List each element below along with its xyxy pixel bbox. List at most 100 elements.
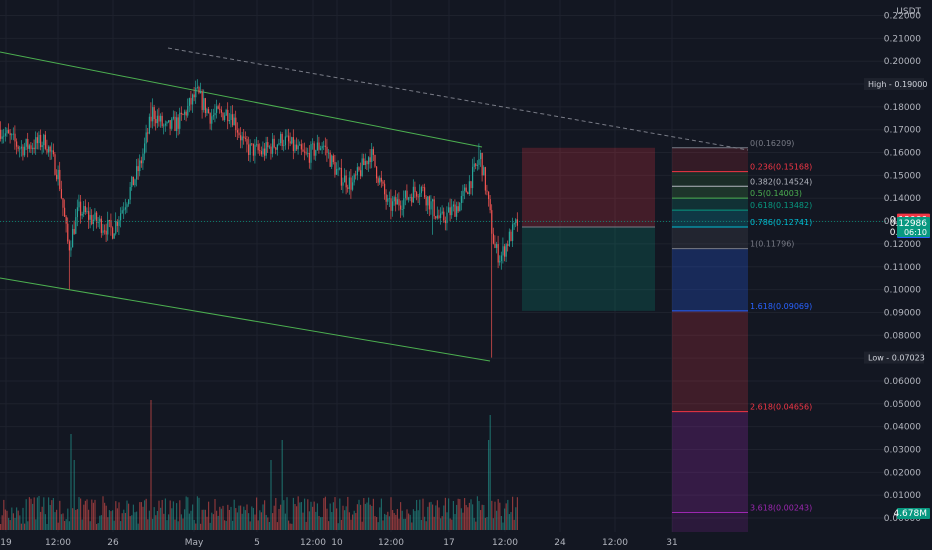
volume-bar — [24, 523, 26, 530]
volume-bar — [464, 498, 466, 530]
price-tick-label: 0.01000 — [884, 491, 921, 501]
candle-body — [512, 224, 514, 241]
volume-bar — [345, 506, 347, 530]
volume-bar — [416, 499, 418, 530]
candle-body — [456, 206, 458, 217]
candle-body — [472, 166, 474, 189]
candle-body — [256, 144, 258, 146]
candle-body — [494, 243, 496, 248]
candle-body — [273, 138, 275, 148]
volume-bar — [97, 523, 99, 530]
candle-body — [412, 186, 414, 203]
volume-bar — [177, 521, 179, 530]
candle-body — [137, 166, 139, 172]
volume-bar — [211, 512, 213, 530]
candle-body — [371, 149, 373, 163]
candle-body — [195, 87, 197, 98]
time-axis[interactable]: 19 12:00 26 May 5 12:00 10 12:00 17 12:00 24 12:00 3… — [0, 538, 677, 548]
trend-channel[interactable] — [0, 47, 749, 362]
candle-body — [188, 98, 190, 106]
volume-bar — [40, 511, 42, 530]
volume-bar — [124, 512, 126, 530]
candle-body — [262, 148, 264, 155]
volume-bar — [131, 515, 133, 530]
candle-body — [416, 192, 418, 197]
channel-lower-line — [0, 277, 491, 362]
candle-body — [321, 146, 323, 149]
candle-body — [139, 160, 141, 172]
candle-body — [348, 177, 350, 189]
volume-bar — [390, 497, 392, 530]
time-tick-label: 19 — [0, 538, 12, 548]
candle-body — [249, 143, 251, 155]
volume-bar — [424, 516, 426, 530]
volume-bar — [440, 518, 442, 530]
candle-body — [459, 202, 461, 212]
volume-bar — [259, 510, 261, 530]
candle-body — [411, 197, 413, 203]
candle-body — [6, 129, 8, 134]
candle-body — [17, 146, 19, 149]
candle-body — [128, 199, 130, 205]
volume-bar — [412, 509, 414, 530]
volume-tag: 4.678M — [893, 509, 927, 519]
price-axis-background[interactable] — [886, 0, 932, 550]
candle-body — [243, 136, 245, 138]
volume-bar — [160, 507, 162, 530]
volume-bar — [507, 499, 509, 530]
volume-bar — [60, 514, 62, 530]
candle-body — [339, 167, 341, 169]
candle-body — [43, 134, 45, 146]
volume-tag-bg — [897, 508, 930, 519]
candle-body — [352, 182, 354, 190]
short-position-tool[interactable] — [522, 147, 655, 311]
volume-bar — [344, 510, 346, 530]
candle-body — [368, 157, 370, 165]
candle-body — [284, 136, 286, 146]
fib-zone — [672, 186, 748, 199]
volume-bar — [203, 509, 205, 530]
candle-body — [73, 229, 75, 234]
candle-body — [123, 209, 125, 211]
volume-bar — [286, 497, 288, 530]
fibonacci-extension[interactable] — [672, 147, 748, 532]
candle-body — [41, 145, 43, 148]
candle-body — [444, 220, 446, 224]
volume-bar — [449, 518, 451, 530]
volume-bar — [172, 501, 174, 530]
volume-bar — [27, 521, 29, 530]
volume-bar — [451, 519, 453, 530]
candle-body — [448, 207, 450, 213]
volume-bar — [228, 509, 230, 530]
candle-body — [153, 107, 155, 120]
candle-body — [75, 217, 77, 234]
volume-bar — [136, 511, 138, 530]
candle-body — [361, 158, 363, 177]
volume-bar — [481, 504, 483, 530]
volume-bar — [280, 504, 282, 530]
time-axis-background[interactable] — [0, 532, 886, 550]
volume-bar — [504, 508, 506, 530]
candle-body — [433, 199, 435, 217]
volume-bar — [73, 460, 75, 530]
volume-bar — [236, 512, 238, 530]
candle-body — [396, 199, 398, 205]
volume-bar — [456, 504, 458, 530]
volume-bar — [25, 499, 27, 530]
candle-body — [147, 132, 149, 134]
candle-body — [395, 197, 397, 205]
candle-body — [233, 117, 235, 126]
time-tick-label: 12:00 — [602, 538, 628, 548]
volume-bar — [380, 498, 382, 530]
candle-body — [350, 177, 352, 190]
candle-body — [316, 142, 318, 151]
candle-body — [507, 244, 509, 246]
volume-bar — [38, 496, 40, 530]
candle-body — [419, 193, 421, 197]
volume-bar — [283, 500, 285, 530]
high-tag-text: High - 0.19000 — [868, 80, 927, 89]
volume-bar — [384, 513, 386, 530]
volume-bar — [356, 504, 358, 530]
price-tick-label: 0.16000 — [884, 149, 921, 159]
